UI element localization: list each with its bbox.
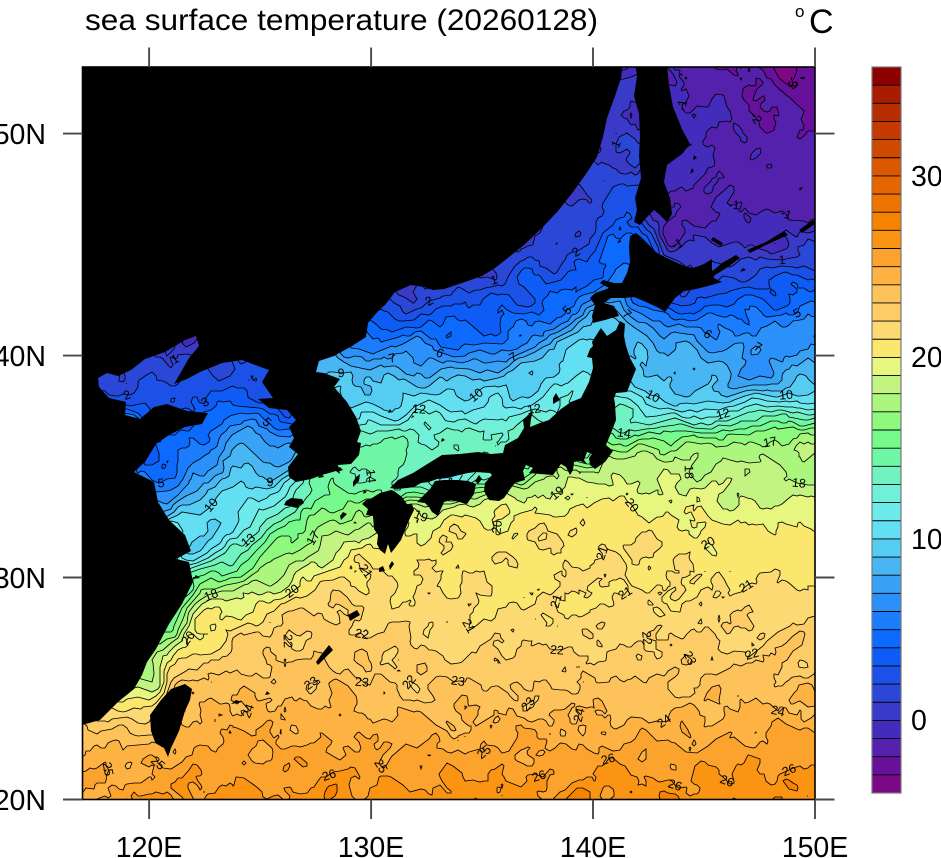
svg-text:40N: 40N bbox=[0, 341, 46, 373]
svg-text:17: 17 bbox=[762, 434, 778, 450]
svg-text:o: o bbox=[795, 2, 804, 21]
svg-text:140E: 140E bbox=[560, 832, 627, 858]
svg-text:25: 25 bbox=[371, 756, 390, 775]
svg-text:7: 7 bbox=[387, 350, 398, 365]
svg-text:sea surface temperature (20260: sea surface temperature (20260128) bbox=[85, 4, 598, 37]
svg-text:10: 10 bbox=[643, 387, 662, 406]
svg-text:14: 14 bbox=[616, 425, 632, 441]
svg-text:22: 22 bbox=[281, 634, 295, 648]
svg-text:23: 23 bbox=[355, 675, 370, 690]
svg-text:13: 13 bbox=[238, 530, 258, 550]
svg-text:20: 20 bbox=[489, 519, 505, 535]
svg-text:23: 23 bbox=[680, 649, 699, 668]
svg-text:20: 20 bbox=[178, 628, 198, 648]
svg-text:30N: 30N bbox=[0, 563, 46, 595]
svg-text:25: 25 bbox=[474, 742, 494, 762]
svg-text:24: 24 bbox=[571, 707, 588, 724]
svg-text:26: 26 bbox=[666, 776, 684, 794]
svg-text:14: 14 bbox=[363, 468, 378, 483]
svg-text:12: 12 bbox=[714, 406, 731, 423]
svg-text:120E: 120E bbox=[116, 832, 183, 858]
svg-text:18: 18 bbox=[791, 476, 806, 491]
svg-text:26: 26 bbox=[530, 767, 548, 785]
svg-text:25: 25 bbox=[100, 761, 117, 778]
svg-text:19: 19 bbox=[547, 483, 567, 503]
svg-text:21: 21 bbox=[459, 617, 478, 636]
svg-text:-3: -3 bbox=[785, 76, 799, 87]
svg-text:10: 10 bbox=[778, 388, 793, 403]
svg-text:26: 26 bbox=[780, 761, 798, 779]
svg-text:18: 18 bbox=[682, 465, 696, 479]
svg-text:26: 26 bbox=[600, 751, 617, 768]
svg-text:26: 26 bbox=[718, 772, 736, 790]
svg-text:22: 22 bbox=[743, 646, 760, 663]
svg-text:23: 23 bbox=[518, 694, 538, 714]
svg-text:1: 1 bbox=[778, 253, 786, 267]
svg-text:18: 18 bbox=[202, 586, 220, 604]
svg-text:20: 20 bbox=[282, 581, 302, 601]
svg-text:22: 22 bbox=[639, 630, 655, 646]
svg-text:-1: -1 bbox=[674, 98, 690, 111]
svg-text:12: 12 bbox=[412, 402, 427, 417]
svg-text:-1: -1 bbox=[728, 198, 740, 212]
svg-text:C: C bbox=[809, 3, 834, 41]
svg-text:21: 21 bbox=[548, 592, 565, 609]
svg-text:22: 22 bbox=[399, 672, 419, 692]
svg-text:-1: -1 bbox=[778, 206, 793, 223]
svg-text:10: 10 bbox=[466, 385, 486, 405]
svg-text:2: 2 bbox=[122, 387, 133, 402]
svg-text:24: 24 bbox=[654, 711, 673, 730]
svg-text:24: 24 bbox=[770, 703, 787, 720]
svg-text:21: 21 bbox=[593, 544, 611, 562]
svg-text:10: 10 bbox=[911, 524, 941, 556]
svg-text:30: 30 bbox=[911, 161, 941, 193]
svg-text:21: 21 bbox=[737, 577, 756, 596]
svg-text:150E: 150E bbox=[782, 832, 849, 858]
svg-text:17: 17 bbox=[304, 528, 323, 547]
svg-text:20: 20 bbox=[699, 534, 718, 553]
svg-text:20N: 20N bbox=[0, 785, 46, 817]
svg-text:21: 21 bbox=[356, 561, 376, 581]
svg-text:21: 21 bbox=[615, 584, 634, 603]
svg-text:9: 9 bbox=[337, 366, 344, 380]
svg-text:9: 9 bbox=[266, 475, 273, 489]
svg-text:5: 5 bbox=[157, 476, 165, 490]
svg-text:50N: 50N bbox=[0, 119, 46, 151]
svg-text:23: 23 bbox=[301, 673, 320, 692]
svg-text:22: 22 bbox=[354, 626, 370, 642]
svg-text:23: 23 bbox=[450, 673, 466, 689]
svg-text:12: 12 bbox=[526, 401, 542, 417]
svg-text:19: 19 bbox=[412, 507, 430, 525]
svg-text:1: 1 bbox=[608, 138, 624, 150]
svg-text:1: 1 bbox=[489, 272, 500, 287]
svg-text:26: 26 bbox=[320, 766, 338, 784]
svg-text:0: 0 bbox=[911, 705, 927, 737]
svg-text:20: 20 bbox=[622, 495, 642, 515]
svg-text:20: 20 bbox=[911, 342, 941, 374]
svg-text:24: 24 bbox=[239, 702, 257, 720]
svg-text:130E: 130E bbox=[338, 832, 405, 858]
svg-text:22: 22 bbox=[549, 643, 564, 658]
